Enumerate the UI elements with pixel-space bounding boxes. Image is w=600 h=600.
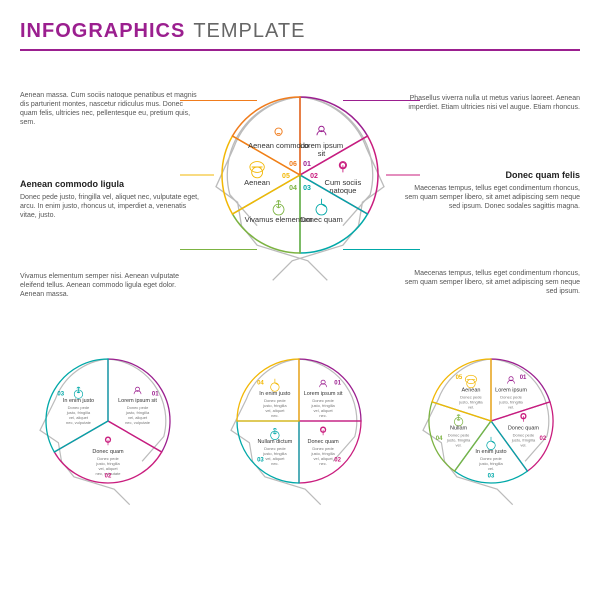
pin-icon xyxy=(321,427,327,435)
text-block: Aenean massa. Cum sociis natoque penatib… xyxy=(20,91,200,127)
segment-label: Aenean xyxy=(244,178,270,187)
pin-icon xyxy=(520,413,526,421)
segment-number: 06 xyxy=(289,161,297,168)
person-icon xyxy=(507,377,514,384)
pin-icon xyxy=(339,162,346,173)
segment-number: 01 xyxy=(152,392,159,398)
segment-body: nec. xyxy=(271,413,279,418)
segment-number: 02 xyxy=(310,173,318,180)
segment-label: In enim justo xyxy=(260,391,291,397)
segment-label: Donec quam xyxy=(507,426,539,432)
segment-label: Donec quam xyxy=(92,449,124,455)
dollar-icon xyxy=(273,201,284,215)
person-icon xyxy=(317,126,326,135)
title-bold: INFOGRAPHICS xyxy=(20,20,185,43)
title-light: TEMPLATE xyxy=(193,20,305,43)
segment-label: Nullam dictum xyxy=(258,439,293,445)
segment-label: Lorem ipsum sit xyxy=(118,398,157,404)
text-block: Phasellus viverra nulla ut metus varius … xyxy=(400,94,580,112)
segment-number: 01 xyxy=(519,375,526,381)
segment-body: nec. xyxy=(320,461,328,466)
segment-number: 03 xyxy=(257,458,264,464)
segment-label: In enim justo xyxy=(63,398,94,404)
segment-number: 02 xyxy=(105,474,112,480)
segment-number: 03 xyxy=(303,185,311,192)
segment-body: nec, vulputate xyxy=(125,420,151,425)
segment-number: 05 xyxy=(282,173,290,180)
segment-number: 04 xyxy=(435,436,442,442)
chart-icon xyxy=(271,379,279,392)
dollar-icon xyxy=(74,387,82,398)
left-text-column: Aenean massa. Cum sociis natoque penatib… xyxy=(20,65,200,325)
segment-body: vel. xyxy=(467,404,473,409)
text-block: Donec quam felisMaecenas tempus, tellus … xyxy=(400,170,580,211)
segment-number: 03 xyxy=(57,392,64,398)
page-title: INFOGRAPHICS TEMPLATE xyxy=(20,20,580,43)
person-icon xyxy=(134,387,141,394)
globe-icon xyxy=(465,375,476,388)
small-head-1: Lorem ipsum sitDonec pedejusto, fringill… xyxy=(20,343,197,563)
segment-label: Vivamus elementum xyxy=(245,215,313,224)
segment-number: 01 xyxy=(335,380,342,386)
segment-label: Aenean commodo xyxy=(248,141,309,150)
segment-number: 05 xyxy=(455,375,462,381)
pin-icon xyxy=(105,437,111,445)
segment-label: In enim justo xyxy=(475,449,506,455)
segment-body: nec. xyxy=(271,461,279,466)
segment-label: Donec quam xyxy=(308,439,340,445)
small-head-2: Lorem ipsum sitDonec pedejusto, fringill… xyxy=(211,343,388,563)
person-icon xyxy=(320,380,327,387)
segment-number: 04 xyxy=(257,380,264,386)
segment-body: vel. xyxy=(455,443,461,448)
right-text-column: Phasellus viverra nulla ut metus varius … xyxy=(400,65,580,325)
segment-number: 01 xyxy=(303,161,311,168)
main-head-diagram: Lorem ipsumsit01 Cum sociisnatoque02 Don… xyxy=(200,65,400,325)
bulb-icon xyxy=(275,128,282,135)
dollar-icon xyxy=(271,428,279,439)
segment-label: Nullam xyxy=(450,426,468,432)
segment-number: 02 xyxy=(539,436,546,442)
globe-icon xyxy=(250,162,264,178)
dollar-icon xyxy=(454,415,462,426)
segment-label: sit xyxy=(318,149,326,158)
small-head-3: Lorem ipsumDonec pedejusto, fringillavel… xyxy=(403,343,580,563)
chart-icon xyxy=(486,437,494,450)
segment-number: 03 xyxy=(487,474,494,480)
segment-body: vel. xyxy=(520,443,526,448)
segment-label: Lorem ipsum sit xyxy=(304,391,343,397)
segment-body: vel. xyxy=(488,466,494,471)
text-block: Vivamus elementum semper nisi. Aenean vu… xyxy=(20,272,200,299)
segment-number: 02 xyxy=(335,458,342,464)
title-underline xyxy=(20,49,580,51)
segment-label: Aenean xyxy=(461,387,480,393)
segment-body: nec, vulputate xyxy=(66,420,92,425)
segment-body: vel. xyxy=(508,404,514,409)
chart-icon xyxy=(316,199,327,215)
segment-label: Lorem ipsum xyxy=(495,387,527,393)
segment-number: 04 xyxy=(289,185,297,192)
text-block: Aenean commodo ligulaDonec pede justo, f… xyxy=(20,179,200,220)
small-heads-row: Lorem ipsum sitDonec pedejusto, fringill… xyxy=(20,343,580,563)
segment-body: nec. xyxy=(320,413,328,418)
text-block: Maecenas tempus, tellus eget condimentum… xyxy=(400,269,580,296)
main-head-section: Aenean massa. Cum sociis natoque penatib… xyxy=(20,65,580,325)
